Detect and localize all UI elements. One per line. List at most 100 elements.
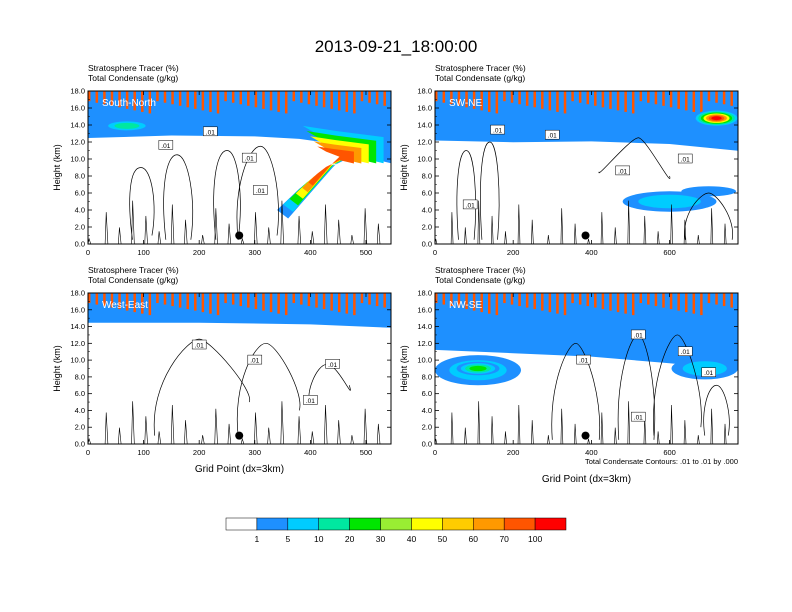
tracer-streak xyxy=(383,293,386,308)
y-axis-label: Height (km) xyxy=(399,345,409,392)
colorbar-label: 5 xyxy=(285,534,290,544)
tracer-streak xyxy=(518,91,521,105)
tracer-streak xyxy=(510,293,514,305)
condensate-contour xyxy=(324,204,328,244)
tracer-streak xyxy=(262,293,265,311)
tracer-streak xyxy=(495,293,499,316)
condensate-contour xyxy=(653,334,702,436)
y-tick-label: 12.0 xyxy=(417,138,432,147)
tracer-streak xyxy=(533,293,536,310)
y-tick-label: 12.0 xyxy=(417,339,432,348)
colorbar-label: 10 xyxy=(314,534,324,544)
x-tick-label: 0 xyxy=(433,448,437,457)
tracer-streak xyxy=(541,91,544,109)
panel-variable-2: Total Condensate (g/kg) xyxy=(88,275,178,285)
tracer-streak xyxy=(247,293,250,308)
tracer-streak xyxy=(103,293,106,307)
panel-label: NW-SE xyxy=(449,300,482,311)
tracer-streak xyxy=(353,293,356,316)
condensate-contour xyxy=(723,423,727,444)
tracer-streak xyxy=(224,91,227,102)
colorbar-swatch xyxy=(318,517,350,531)
condensate-contour xyxy=(104,412,109,444)
x-tick-label: 600 xyxy=(663,248,676,257)
tracer-streak xyxy=(654,91,658,105)
tracer-streak xyxy=(586,293,589,307)
colorbar-swatch xyxy=(287,517,319,531)
tracer-streak xyxy=(148,293,152,316)
contour-label-box xyxy=(325,359,340,369)
contour-label: .01 xyxy=(250,358,259,365)
tracer-streak xyxy=(639,293,643,304)
contour-label-box xyxy=(677,153,693,164)
tracer-field: .01 .01 .01 .01 xyxy=(88,293,391,444)
tracer-streak xyxy=(692,293,696,314)
tracer-streak xyxy=(95,293,99,305)
location-dot xyxy=(235,431,244,440)
y-tick-label: 18.0 xyxy=(70,87,85,96)
tracer-streak xyxy=(95,91,99,103)
contour-label: .01 xyxy=(256,188,265,195)
colorbar-swatch xyxy=(503,517,536,531)
y-tick-label: 0.0 xyxy=(75,240,85,249)
contour-label: .01 xyxy=(579,358,588,365)
tracer-streak xyxy=(141,91,144,112)
y-tick-label: 2.0 xyxy=(422,423,432,432)
tracer-streak xyxy=(465,293,468,310)
contour-label: .01 xyxy=(618,168,627,175)
colorbar-label: 20 xyxy=(345,534,355,544)
x-tick-label: 500 xyxy=(360,448,373,457)
colorbar-label: 100 xyxy=(528,534,542,544)
tracer-streak xyxy=(525,293,529,308)
y-axis-label: Height (km) xyxy=(52,345,62,392)
tracer-streak xyxy=(269,91,273,111)
y-tick-label: 4.0 xyxy=(422,206,432,215)
condensate-contour xyxy=(627,401,631,444)
x-axis-label: Grid Point (dx=3km) xyxy=(195,464,284,475)
tracer-streak xyxy=(292,91,296,102)
tracer-streak xyxy=(156,293,159,304)
condensate-contour xyxy=(157,431,162,444)
condensate-contour xyxy=(297,215,302,244)
tracer-streak xyxy=(360,293,364,304)
tracer-streak xyxy=(677,293,680,311)
tracer-streak xyxy=(368,293,371,305)
condensate-contour xyxy=(480,141,500,240)
y-tick-label: 10.0 xyxy=(417,356,432,365)
tracer-streak xyxy=(594,91,597,106)
colorbar-label: 40 xyxy=(407,534,417,544)
contour-label-box xyxy=(677,346,693,356)
tracer-blob xyxy=(638,194,701,209)
contour-label: .01 xyxy=(704,370,713,377)
x-tick-label: 400 xyxy=(585,248,598,257)
tracer-streak xyxy=(472,293,476,311)
tracer-streak xyxy=(662,91,665,106)
tracer-streak xyxy=(368,91,371,103)
tracer-streak xyxy=(269,293,273,313)
tracer-streak xyxy=(383,91,386,106)
tracer-blob xyxy=(681,186,737,197)
tracer-streak xyxy=(525,91,529,106)
condensate-contour xyxy=(477,200,481,244)
condensate-contour xyxy=(464,227,467,244)
condensate-contour xyxy=(547,435,550,444)
tracer-streak xyxy=(231,91,235,103)
tracer-streak xyxy=(118,293,121,310)
tracer-streak xyxy=(594,293,597,308)
y-tick-label: 4.0 xyxy=(422,406,432,415)
y-tick-label: 14.0 xyxy=(417,322,432,331)
contour-label-box xyxy=(576,354,591,365)
condensate-contour xyxy=(310,431,315,444)
tracer-streak xyxy=(178,293,182,308)
tracer-streak xyxy=(616,293,620,313)
contour-label: .01 xyxy=(161,143,170,150)
tracer-streak xyxy=(315,91,318,106)
condensate-contour xyxy=(201,235,205,244)
tracer-streak xyxy=(518,293,521,307)
tracer-field: .01 .01 .01 .01 .01 xyxy=(435,293,738,444)
tracer-streak xyxy=(684,91,688,111)
contour-label: .01 xyxy=(493,128,502,135)
x-tick-label: 500 xyxy=(360,248,373,257)
tracer-streak xyxy=(330,91,333,109)
